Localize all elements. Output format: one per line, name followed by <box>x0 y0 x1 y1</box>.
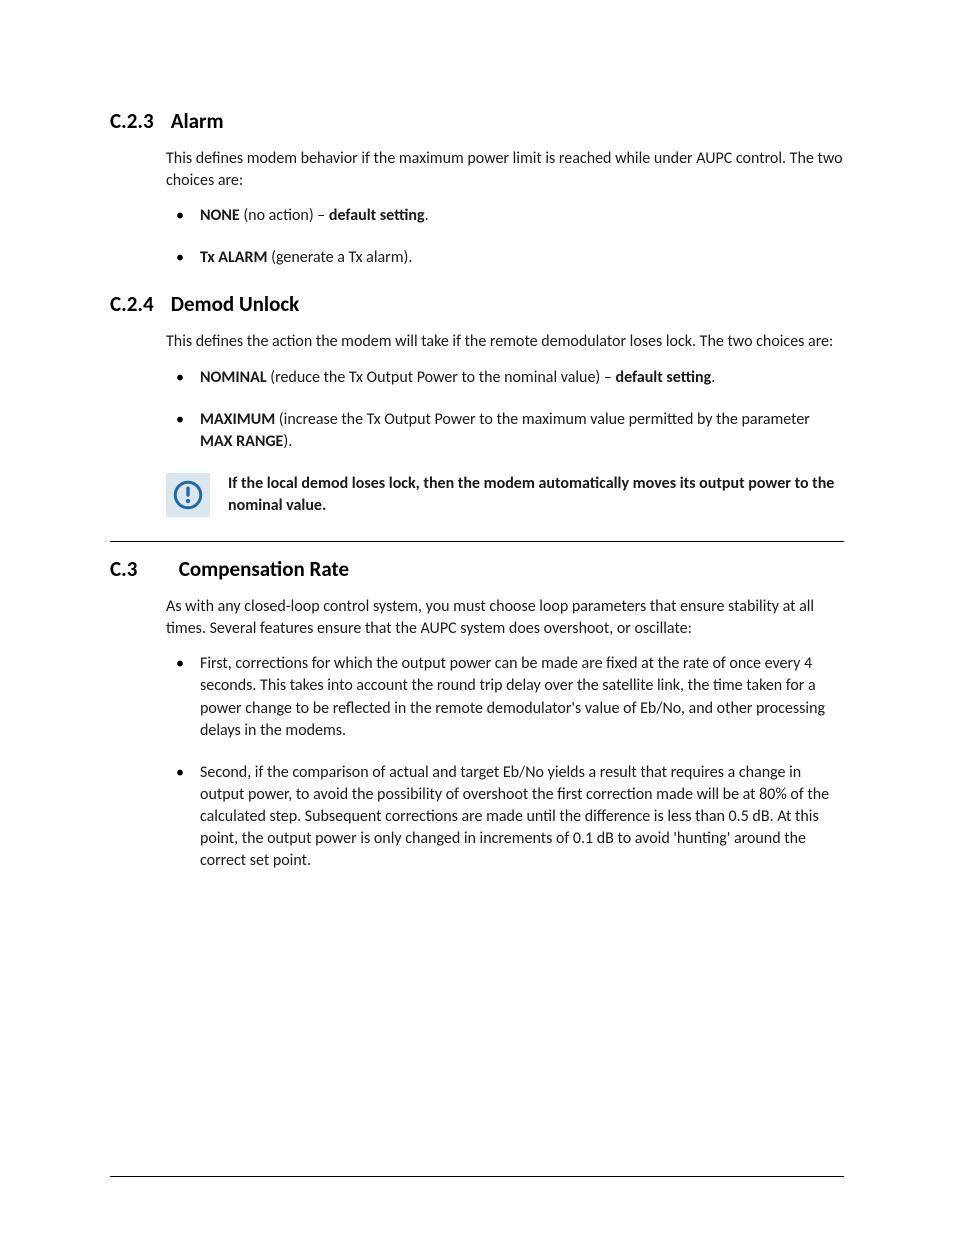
bullet-bold: MAXIMUM <box>200 410 275 429</box>
list-item: First, corrections for which the output … <box>166 653 844 741</box>
heading-c24: C.2.4 Demod Unlock <box>110 291 844 317</box>
bullet-text: (reduce the Tx Output Power to the nomin… <box>267 368 616 387</box>
heading-number: C.2.3 <box>110 108 166 134</box>
heading-title: Demod Unlock <box>171 291 300 317</box>
document-page: C.2.3 Alarm This defines modem behavior … <box>0 0 954 1235</box>
bullet-bold: default setting <box>329 206 425 225</box>
bullet-bold: NONE <box>200 206 240 225</box>
bullet-list: NOMINAL (reduce the Tx Output Power to t… <box>166 367 844 453</box>
bullet-list: First, corrections for which the output … <box>166 653 844 872</box>
intro-paragraph: This defines the action the modem will t… <box>166 331 844 353</box>
footer-rule <box>110 1176 844 1177</box>
section-c23: C.2.3 Alarm This defines modem behavior … <box>110 108 844 269</box>
bullet-bold: default setting <box>615 368 711 387</box>
section-rule <box>110 541 844 542</box>
list-item: Tx ALARM (generate a Tx alarm). <box>166 247 844 269</box>
bullet-bold: MAX RANGE <box>200 432 283 451</box>
heading-number: C.3 <box>110 556 174 582</box>
heading-number: C.2.4 <box>110 291 166 317</box>
list-item: Second, if the comparison of actual and … <box>166 762 844 872</box>
info-icon <box>166 473 210 517</box>
bullet-text: (generate a Tx alarm). <box>267 248 412 267</box>
bullet-text: . <box>425 206 429 225</box>
list-item: NOMINAL (reduce the Tx Output Power to t… <box>166 367 844 389</box>
bullet-bold: Tx ALARM <box>200 248 267 267</box>
section-c3: C.3 Compensation Rate As with any closed… <box>110 556 844 872</box>
bullet-bold: NOMINAL <box>200 368 267 387</box>
section-body: This defines the action the modem will t… <box>166 331 844 517</box>
bullet-text: . <box>711 368 715 387</box>
intro-paragraph: This defines modem behavior if the maxim… <box>166 148 844 191</box>
bullet-text: (no action) – <box>240 206 329 225</box>
bullet-text: (increase the Tx Output Power to the max… <box>275 410 810 429</box>
heading-title: Alarm <box>171 108 224 134</box>
bullet-list: NONE (no action) – default setting. Tx A… <box>166 205 844 269</box>
info-callout: If the local demod loses lock, then the … <box>166 473 844 517</box>
heading-c3: C.3 Compensation Rate <box>110 556 844 582</box>
section-c24: C.2.4 Demod Unlock This defines the acti… <box>110 291 844 517</box>
heading-c23: C.2.3 Alarm <box>110 108 844 134</box>
list-item: NONE (no action) – default setting. <box>166 205 844 227</box>
intro-paragraph: As with any closed-loop control system, … <box>166 596 844 639</box>
section-body: This defines modem behavior if the maxim… <box>166 148 844 269</box>
list-item: MAXIMUM (increase the Tx Output Power to… <box>166 409 844 453</box>
bullet-text: ). <box>283 432 292 451</box>
section-body: As with any closed-loop control system, … <box>166 596 844 872</box>
heading-title: Compensation Rate <box>179 556 349 582</box>
callout-text: If the local demod loses lock, then the … <box>228 473 844 516</box>
